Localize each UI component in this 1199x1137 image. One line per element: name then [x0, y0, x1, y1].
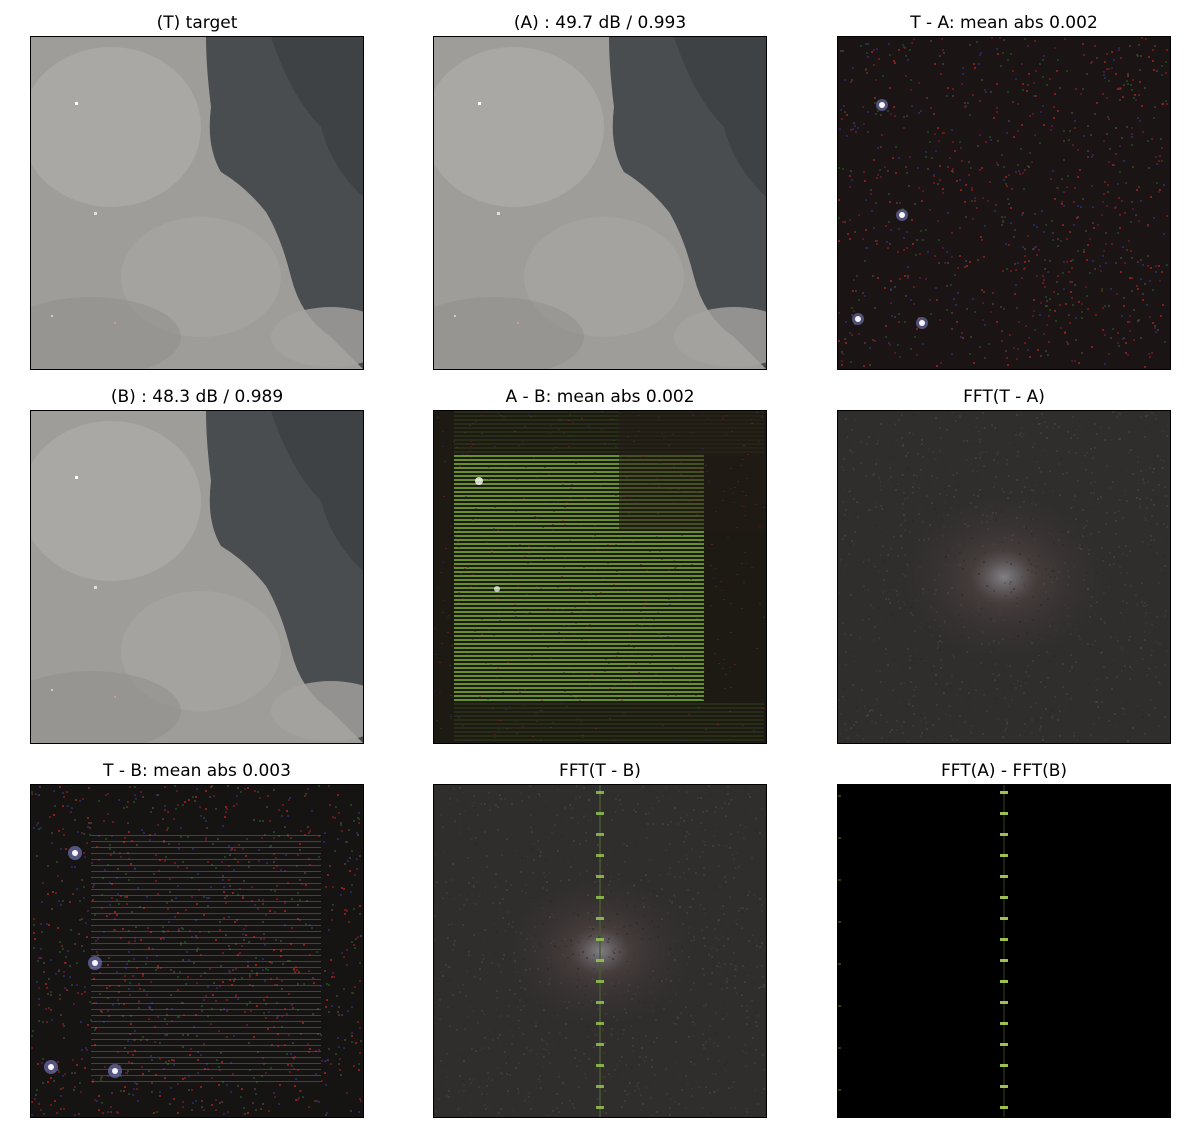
panel-title: (A) : 49.7 dB / 0.993	[513, 13, 687, 33]
panel-title: (T) target	[156, 13, 238, 33]
panel-title: T - A: mean abs 0.002	[910, 13, 1098, 33]
fft-ab	[838, 785, 1170, 1117]
image-target	[30, 36, 364, 370]
residual-ta	[838, 37, 1170, 369]
panel-title: T - B: mean abs 0.003	[103, 761, 291, 781]
panel-title: FFT(T - B)	[559, 761, 641, 781]
fft-tb	[434, 785, 766, 1117]
image-a	[433, 36, 767, 370]
image-a-minus-b	[433, 410, 767, 744]
panel-title: FFT(T - A)	[963, 387, 1045, 407]
residual-tb	[31, 785, 363, 1117]
banded-ab	[434, 411, 766, 743]
panel-title: (B) : 48.3 dB / 0.989	[110, 387, 284, 407]
image-t-minus-b	[30, 784, 364, 1118]
panel-title: A - B: mean abs 0.002	[505, 387, 695, 407]
cloud-photo-target	[31, 37, 363, 369]
image-fft-t-minus-a	[837, 410, 1171, 744]
image-fft-a-minus-fft-b	[837, 784, 1171, 1118]
image-b	[30, 410, 364, 744]
panel-title: FFT(A) - FFT(B)	[940, 761, 1068, 781]
cloud-photo-a	[434, 37, 766, 369]
cloud-photo-b	[31, 411, 363, 743]
image-fft-t-minus-b	[433, 784, 767, 1118]
image-t-minus-a	[837, 36, 1171, 370]
fft-ta	[838, 411, 1170, 743]
